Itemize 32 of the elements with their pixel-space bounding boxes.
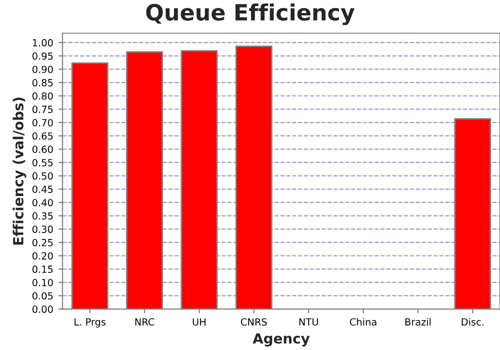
chart-title: Queue Efficiency (146, 4, 355, 26)
x-tick-label: Brazil (405, 318, 431, 326)
x-tick-label: NRC (135, 318, 154, 326)
x-tick-label: UH (192, 318, 206, 326)
y-tick-label: 1.00 (32, 39, 53, 46)
y-tick-label: 0.15 (32, 266, 53, 273)
y-tick-label: 0.50 (32, 172, 53, 180)
y-tick-label: 0.60 (32, 146, 53, 153)
x-tick-label: China (350, 318, 376, 326)
y-tick-label: 0.25 (32, 238, 53, 246)
y-tick-label: 0.05 (32, 292, 53, 300)
y-tick-label: 0.70 (32, 118, 53, 126)
x-axis-title: Agency (252, 333, 310, 346)
y-tick-label: 0.80 (32, 92, 53, 100)
x-tick-label: NTU (299, 318, 318, 326)
y-tick-label: 0.30 (32, 226, 53, 233)
y-tick-label: 0.40 (32, 198, 53, 206)
y-axis-title: Efficiency (val/obs) (12, 98, 26, 245)
y-tick-label: 0.85 (32, 79, 53, 86)
x-tick-label: L. Prgs (74, 318, 106, 328)
y-tick-label: 0.45 (32, 186, 53, 193)
y-tick-label: 0.90 (32, 66, 53, 74)
y-tick-label: 0.10 (32, 278, 53, 286)
y-tick-label: 0.55 (32, 158, 53, 166)
y-tick-label: 0.65 (32, 132, 53, 140)
y-tick-label: 0.00 (32, 306, 53, 313)
y-tick-label: 0.20 (32, 252, 53, 260)
y-tick-label: 0.95 (32, 52, 53, 60)
y-tick-label: 0.35 (32, 212, 53, 220)
x-tick-label: CNRS (240, 318, 267, 326)
y-tick-label: 0.75 (32, 106, 53, 114)
x-tick-label: Disc. (462, 318, 484, 326)
